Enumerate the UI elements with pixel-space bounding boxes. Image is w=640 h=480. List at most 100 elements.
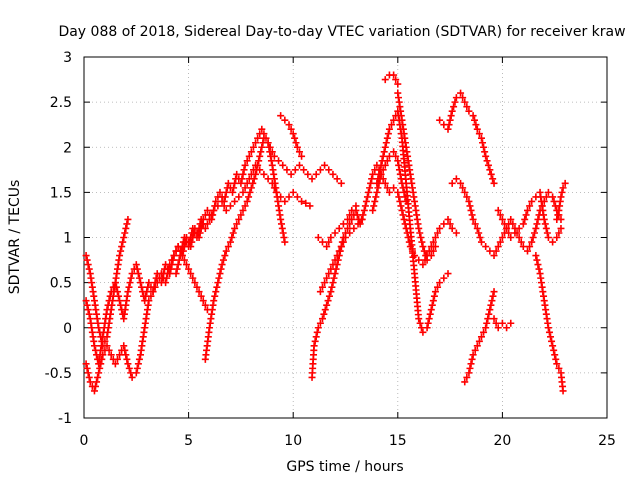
- data-point: [122, 224, 130, 232]
- data-point: [254, 134, 262, 142]
- data-point: [134, 270, 142, 278]
- data-point: [477, 333, 485, 341]
- data-point: [320, 310, 328, 318]
- data-point: [544, 234, 552, 241]
- data-point: [463, 373, 471, 381]
- data-point: [116, 351, 124, 359]
- data-points: [82, 71, 569, 395]
- data-point: [145, 279, 153, 287]
- data-point: [97, 360, 105, 368]
- data-point: [241, 184, 249, 192]
- data-point: [151, 283, 159, 291]
- data-point: [547, 333, 555, 341]
- data-point: [95, 369, 103, 377]
- data-point: [281, 238, 289, 246]
- data-point: [444, 270, 452, 278]
- data-point: [132, 369, 140, 377]
- data-point: [496, 211, 504, 219]
- data-point: [381, 179, 389, 187]
- data-point: [230, 184, 238, 192]
- data-point: [316, 166, 324, 174]
- data-point: [415, 224, 423, 232]
- data-point: [503, 324, 511, 332]
- data-point: [233, 170, 241, 178]
- data-point: [494, 324, 502, 332]
- data-point: [551, 351, 559, 359]
- data-point: [447, 112, 455, 120]
- data-point: [346, 220, 354, 228]
- data-point: [532, 252, 540, 260]
- data-point: [360, 206, 368, 214]
- data-point: [239, 170, 247, 178]
- data-point: [465, 107, 473, 115]
- data-point: [252, 139, 260, 147]
- data-point: [267, 152, 275, 160]
- data-point: [549, 193, 557, 201]
- data-point: [363, 193, 371, 201]
- data-point: [92, 382, 100, 390]
- data-point: [255, 157, 263, 165]
- data-point: [187, 270, 195, 278]
- data-point: [465, 369, 473, 377]
- data-point: [521, 215, 529, 223]
- data-point: [467, 206, 475, 214]
- data-point: [275, 157, 283, 165]
- data-point: [390, 184, 398, 192]
- data-point: [484, 315, 492, 323]
- data-point: [229, 229, 237, 237]
- data-point: [240, 166, 248, 174]
- data-point: [300, 166, 308, 174]
- data-point: [175, 256, 183, 264]
- y-tick-label: 1: [63, 231, 72, 247]
- data-point: [216, 270, 224, 278]
- data-point: [534, 215, 542, 223]
- data-point: [256, 152, 264, 160]
- data-point: [126, 279, 134, 287]
- data-point: [485, 310, 493, 318]
- data-point: [522, 211, 530, 219]
- data-point: [119, 238, 127, 246]
- data-point: [138, 283, 146, 291]
- data-point: [221, 193, 229, 201]
- y-tick-label: -1: [58, 411, 72, 427]
- data-point: [358, 215, 366, 223]
- data-point: [133, 265, 141, 273]
- data-point: [101, 337, 109, 345]
- data-point: [381, 76, 389, 84]
- data-point: [82, 252, 90, 260]
- data-point: [401, 193, 409, 201]
- x-tick-label: 0: [80, 433, 89, 449]
- data-point: [394, 188, 402, 196]
- data-point: [295, 148, 303, 156]
- data-point: [559, 184, 567, 192]
- data-point: [477, 238, 485, 246]
- data-point: [127, 274, 135, 282]
- data-point: [368, 175, 376, 183]
- data-point: [318, 315, 326, 323]
- data-point: [423, 256, 431, 264]
- data-point: [429, 247, 437, 255]
- data-point: [484, 161, 492, 169]
- data-point: [214, 279, 222, 287]
- data-point: [400, 188, 408, 196]
- data-point: [376, 175, 384, 183]
- data-point: [448, 224, 456, 232]
- data-point: [186, 238, 194, 246]
- data-point: [425, 315, 433, 323]
- data-point: [503, 224, 511, 232]
- data-point: [490, 179, 498, 187]
- data-point: [329, 279, 337, 287]
- data-point: [316, 319, 324, 327]
- data-point: [471, 116, 479, 124]
- data-point: [452, 175, 460, 183]
- data-point: [476, 234, 484, 241]
- data-point: [122, 351, 130, 359]
- data-point: [187, 234, 195, 241]
- data-point: [395, 161, 403, 169]
- data-point: [325, 166, 333, 174]
- data-point: [265, 143, 273, 151]
- data-point: [197, 215, 205, 223]
- data-point: [399, 184, 407, 192]
- data-point: [545, 328, 553, 336]
